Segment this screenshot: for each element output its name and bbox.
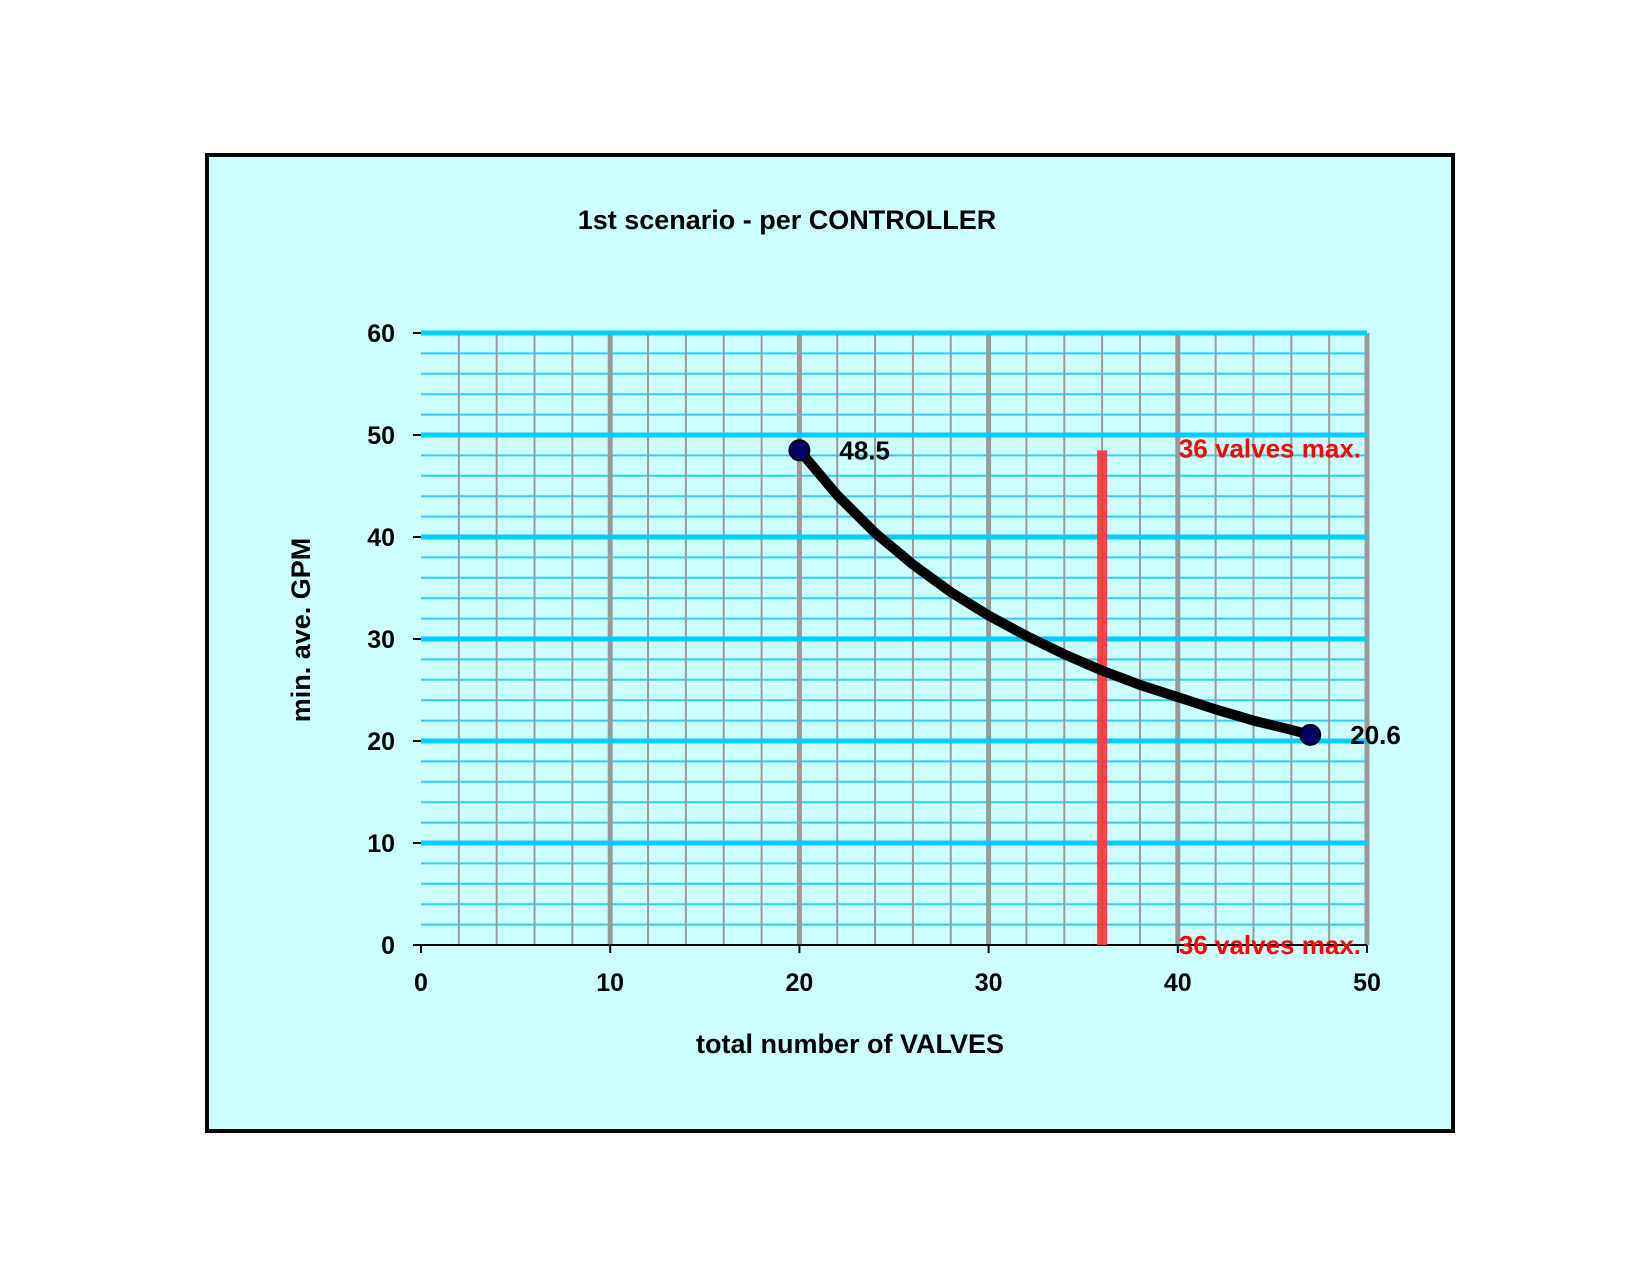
x-axis-ticks xyxy=(420,945,1368,953)
grid-major-horizontal xyxy=(421,330,1367,846)
y-tick-label: 60 xyxy=(367,320,395,348)
reference-label-top: 36 valves max. xyxy=(1179,433,1361,463)
grid-minor-horizontal xyxy=(421,352,1367,926)
data-label: 48.5 xyxy=(839,435,890,465)
y-tick-label: 20 xyxy=(367,728,395,756)
y-tick-label: 40 xyxy=(367,524,395,552)
y-tick-label: 50 xyxy=(367,422,395,450)
data-labels-group: 48.5 20.6 xyxy=(839,435,1400,750)
data-point-marker xyxy=(788,439,811,462)
data-label: 20.6 xyxy=(1350,720,1401,750)
y-axis-tick-labels: 0 10 20 30 40 50 60 xyxy=(367,320,395,960)
x-axis-title: total number of VALVES xyxy=(696,1029,1004,1059)
x-tick-label: 10 xyxy=(596,969,624,997)
y-axis-ticks xyxy=(413,332,421,946)
x-tick-label: 20 xyxy=(785,969,813,997)
series-group xyxy=(788,439,1322,746)
x-axis-tick-labels: 0 10 20 30 40 50 xyxy=(414,969,1381,997)
series-line xyxy=(794,445,1316,740)
data-point-marker xyxy=(1299,723,1322,746)
y-tick-label: 10 xyxy=(367,830,395,858)
x-tick-label: 30 xyxy=(975,969,1003,997)
x-tick-label: 0 xyxy=(414,969,428,997)
chart-title: 1st scenario - per CONTROLLER xyxy=(578,205,997,235)
reference-line-36-valves xyxy=(1097,450,1108,945)
reference-label-bottom: 36 valves max. xyxy=(1179,930,1361,960)
y-tick-label: 0 xyxy=(381,932,395,960)
reference-line-group: 36 valves max. 36 valves max. xyxy=(1097,433,1361,960)
x-tick-label: 40 xyxy=(1164,969,1192,997)
y-axis-title: min. ave. GPM xyxy=(286,538,316,723)
y-tick-label: 30 xyxy=(367,626,395,654)
x-tick-label: 50 xyxy=(1353,969,1381,997)
chart-area-background xyxy=(205,153,1455,1133)
